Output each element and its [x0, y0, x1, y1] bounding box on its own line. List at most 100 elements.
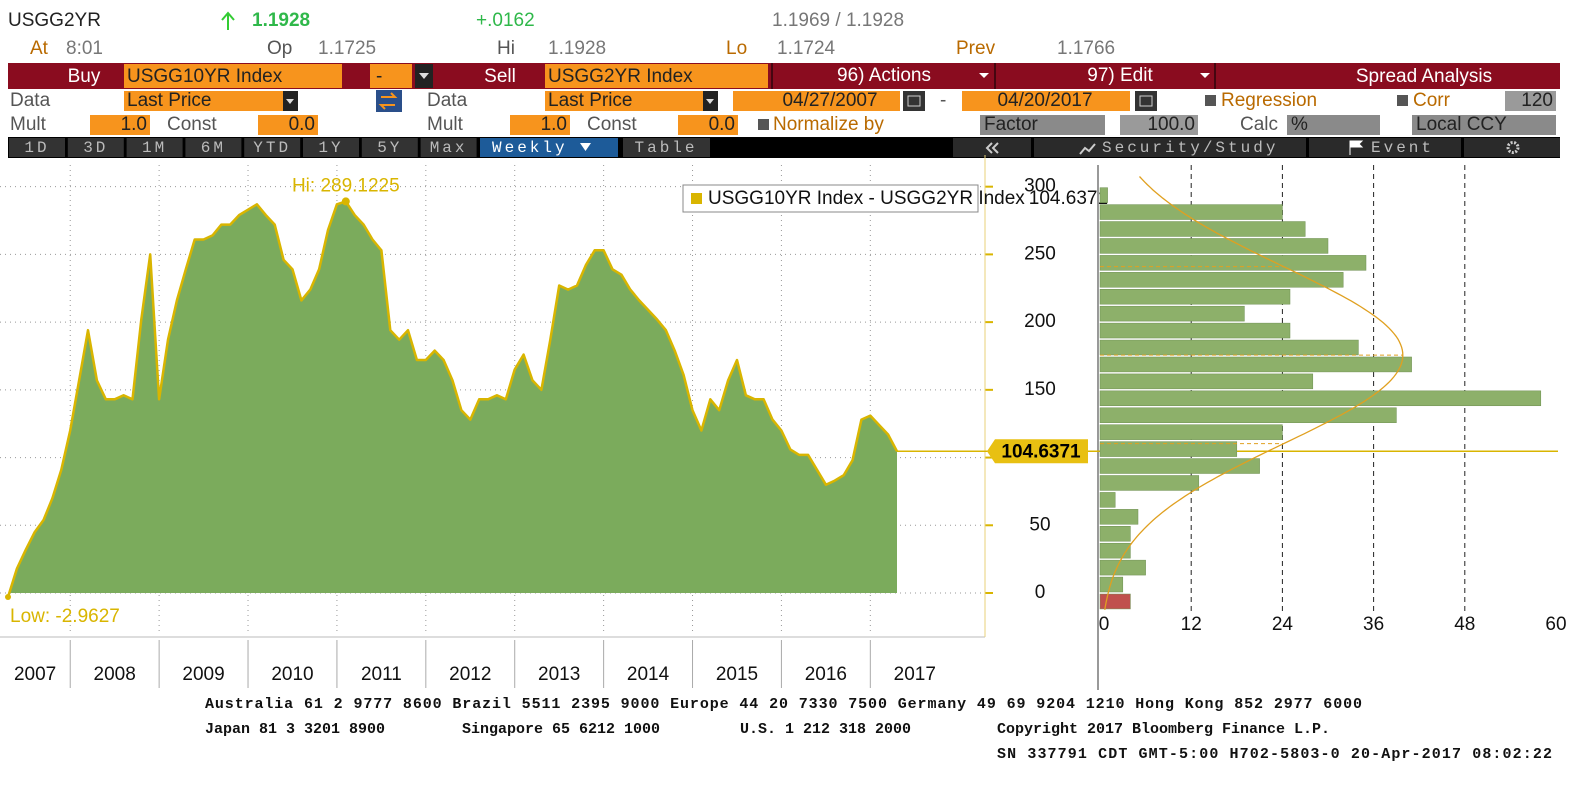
calc-field[interactable] — [1287, 115, 1380, 135]
y-tick-label: 150 — [1024, 379, 1056, 400]
bar — [1099, 492, 1116, 508]
checkbox[interactable] — [1397, 95, 1408, 106]
bar — [1099, 272, 1344, 288]
y-tick-label: 50 — [1029, 514, 1050, 535]
x-tick-label: 2016 — [805, 664, 847, 685]
settings-button[interactable] — [1464, 138, 1560, 157]
operator: - — [376, 66, 382, 87]
edit-menu[interactable]: 97) Edit — [1087, 65, 1153, 86]
factor-field[interactable] — [980, 115, 1105, 135]
period-button[interactable] — [67, 138, 124, 157]
factor-value-field[interactable] — [1120, 115, 1198, 135]
period-label: 3D — [83, 139, 108, 157]
open-label: Op — [267, 38, 292, 59]
period-button[interactable] — [9, 138, 65, 157]
currency: Local CCY — [1416, 114, 1507, 135]
mult-field[interactable] — [90, 115, 150, 135]
bar — [1099, 458, 1260, 474]
security-study-button[interactable] — [1034, 138, 1306, 157]
const: 0.0 — [289, 114, 315, 135]
bar — [1099, 390, 1542, 407]
end-date-field[interactable] — [962, 91, 1130, 111]
swap-button[interactable] — [376, 90, 402, 112]
calendar-button[interactable] — [1135, 91, 1157, 111]
start-date-field[interactable] — [733, 91, 900, 111]
x-tick-label: 48 — [1454, 614, 1475, 635]
last-price: 1.1928 — [252, 10, 310, 31]
bar — [1099, 221, 1306, 237]
bar — [1099, 373, 1314, 390]
bar — [1099, 204, 1283, 220]
period-label: Max — [430, 139, 468, 157]
collapse-button[interactable] — [953, 138, 1031, 157]
security-study: Security/Study — [1102, 139, 1278, 157]
bar — [1099, 289, 1291, 305]
bar — [1099, 322, 1291, 339]
calc-label: Calc — [1240, 114, 1278, 135]
period-button[interactable] — [361, 138, 418, 157]
period-button[interactable] — [126, 138, 183, 157]
low-label: Low: -2.9627 — [10, 606, 120, 627]
const-label: Const — [587, 114, 637, 135]
dropdown-arrow — [286, 99, 294, 104]
x-tick-label: 2013 — [538, 664, 580, 685]
actions-menu[interactable]: 96) Actions — [837, 65, 931, 86]
period-button[interactable] — [244, 138, 301, 157]
time-label: At — [30, 38, 49, 59]
mult-field[interactable] — [510, 115, 570, 135]
const-field[interactable] — [678, 115, 738, 135]
period-button[interactable] — [303, 138, 359, 157]
low-label: Lo — [726, 38, 747, 59]
checkbox[interactable] — [758, 119, 769, 130]
footer-japan: Japan 81 3 3201 8900 — [205, 721, 385, 738]
frequency-button[interactable] — [480, 138, 618, 157]
end-date: 04/20/2017 — [997, 90, 1092, 111]
period-tabs: 1D 3D 1M 6M YTD 1Y 5Y Max — [9, 138, 477, 157]
const-field[interactable] — [258, 115, 318, 135]
period-button[interactable] — [420, 138, 477, 157]
high: 1.1928 — [548, 38, 606, 59]
sell-label: Sell — [484, 66, 516, 87]
bar — [1099, 475, 1200, 491]
up-arrow — [221, 11, 235, 30]
x-tick-label: 2011 — [361, 664, 402, 685]
buy-label: Buy — [68, 66, 101, 87]
data-field[interactable] — [545, 91, 718, 111]
period-label: YTD — [253, 139, 291, 157]
bar — [1099, 542, 1131, 559]
footer-singapore: Singapore 65 6212 1000 — [462, 721, 660, 738]
security1-field[interactable] — [124, 64, 342, 88]
period-button[interactable] — [185, 138, 242, 157]
event-button[interactable] — [1309, 138, 1461, 157]
low-point — [5, 594, 11, 601]
legend-label: USGG10YR Index - USGG2YR Index 104.6371 — [708, 188, 1108, 209]
data-field[interactable] — [124, 91, 298, 111]
flag-icon — [1349, 140, 1364, 155]
menu-arrow — [979, 73, 989, 78]
date-separator: - — [940, 90, 946, 111]
y-tick-label: 300 — [1024, 176, 1056, 197]
bar — [1099, 339, 1359, 356]
menu-arrow — [1200, 73, 1210, 78]
legend-name: USGG10YR Index - USGG2YR Index — [708, 188, 1025, 209]
footer-us: U.S. 1 212 318 2000 — [740, 721, 911, 738]
period-label: 1D — [24, 139, 49, 157]
dropdown-arrow — [706, 99, 714, 104]
currency-field[interactable] — [1412, 115, 1556, 135]
low: 1.1724 — [777, 38, 836, 59]
corr-window-field[interactable] — [1505, 91, 1556, 111]
data-value: Last Price — [548, 90, 632, 111]
mult: 1.0 — [121, 114, 147, 135]
security2-field[interactable] — [545, 64, 768, 88]
collapse-icon — [985, 142, 999, 154]
legend — [682, 184, 979, 213]
checkbox[interactable] — [1205, 95, 1216, 106]
time: 8:01 — [66, 38, 103, 59]
x-tick-label: 2014 — [627, 664, 670, 685]
y-tick-label: 200 — [1024, 311, 1056, 332]
bid-ask: 1.1969 / 1.1928 — [772, 10, 904, 31]
table-button[interactable] — [623, 138, 710, 157]
calendar-button[interactable] — [903, 91, 925, 111]
operator-field[interactable] — [370, 64, 412, 88]
last-value-label: 104.6371 — [1001, 441, 1081, 462]
